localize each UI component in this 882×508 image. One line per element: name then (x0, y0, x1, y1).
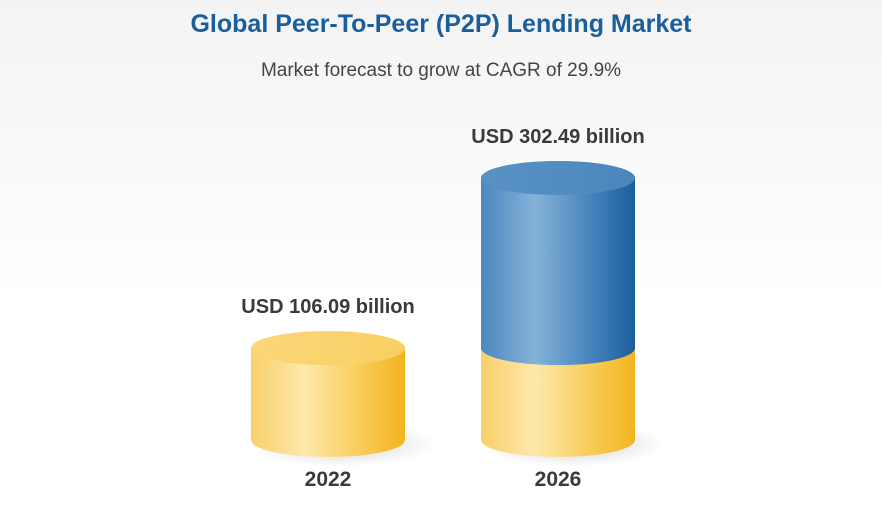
data-label-2026: USD 302.49 billion (471, 126, 644, 148)
category-label-2022: 2022 (305, 468, 352, 491)
cylinder-top-2022 (251, 331, 405, 366)
category-label-2026: 2026 (535, 468, 582, 491)
cylinder-segment-2026-growth (481, 161, 635, 366)
chart-title: Global Peer-To-Peer (P2P) Lending Market (190, 10, 692, 38)
cylinder-top-2026 (481, 161, 635, 195)
data-label-2022: USD 106.09 billion (241, 296, 414, 318)
chart-subtitle: Market forecast to grow at CAGR of 29.9% (260, 60, 622, 81)
